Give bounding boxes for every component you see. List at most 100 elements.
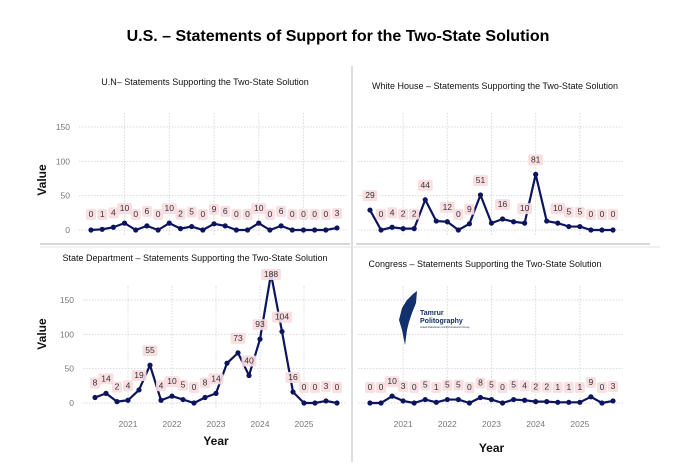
- data-label: 0: [600, 382, 605, 392]
- data-label: 9: [589, 377, 594, 387]
- y-tick-label: 100: [56, 156, 70, 166]
- data-label-bg: [442, 379, 453, 391]
- data-label-bg: [362, 190, 378, 202]
- data-label-bg: [189, 382, 199, 393]
- data-point: [588, 227, 594, 233]
- data-label-bg: [123, 380, 133, 392]
- data-point: [367, 207, 373, 213]
- data-label: 5: [577, 207, 582, 217]
- data-label: 2: [115, 382, 120, 392]
- data-point: [211, 221, 217, 227]
- data-point: [88, 227, 94, 233]
- data-point: [566, 223, 572, 230]
- data-label-bg: [130, 209, 141, 220]
- data-label: 0: [312, 209, 317, 219]
- data-point: [191, 400, 197, 406]
- data-point: [213, 390, 219, 396]
- data-label: 0: [335, 382, 340, 392]
- data-label-bg: [220, 205, 231, 217]
- data-point: [510, 219, 517, 225]
- data-label-bg: [97, 209, 108, 220]
- data-point: [522, 220, 528, 226]
- data-label-bg: [596, 382, 607, 393]
- data-label: 19: [134, 370, 144, 380]
- data-point: [422, 396, 428, 403]
- data-label-bg: [508, 379, 519, 391]
- data-label-bg: [98, 373, 114, 385]
- data-label: 55: [145, 345, 155, 355]
- data-point: [312, 400, 318, 406]
- logo-subtitle: Israeli-Palestinian Conflict Research Gr…: [420, 325, 470, 329]
- data-point: [334, 225, 340, 231]
- data-label-bg: [398, 208, 409, 220]
- data-label: 5: [456, 380, 461, 390]
- logo-line1: Tamrur: [420, 310, 444, 317]
- data-label: 4: [126, 380, 131, 390]
- data-point: [244, 227, 251, 233]
- data-point: [180, 396, 186, 403]
- data-point: [323, 227, 329, 233]
- data-label: 8: [478, 378, 483, 388]
- data-label-bg: [175, 208, 186, 220]
- data-label-bg: [528, 154, 544, 166]
- x-tick-label: 2022: [438, 419, 457, 429]
- data-label: 0: [611, 209, 616, 219]
- data-label: 0: [290, 209, 295, 219]
- data-point: [323, 398, 329, 404]
- data-point: [610, 227, 616, 233]
- data-label: 3: [335, 208, 340, 218]
- data-point: [246, 372, 252, 379]
- data-label: 16: [498, 199, 508, 209]
- data-label-bg: [365, 382, 375, 393]
- data-point: [477, 394, 484, 401]
- data-label: 0: [323, 209, 328, 219]
- data-label: 0: [600, 209, 605, 219]
- data-label: 6: [145, 206, 150, 216]
- data-label: 0: [302, 382, 307, 392]
- data-point: [312, 227, 318, 233]
- x-tick-label: 2025: [570, 419, 589, 429]
- data-label: 2: [178, 209, 183, 219]
- data-label-bg: [398, 380, 409, 392]
- data-point: [499, 400, 506, 406]
- data-point: [92, 394, 98, 401]
- data-label: 44: [420, 180, 430, 190]
- y-tick-label: 50: [61, 191, 71, 201]
- data-label-bg: [409, 382, 420, 393]
- x-tick-label: 2022: [163, 419, 182, 429]
- data-point: [367, 400, 373, 406]
- data-point: [99, 226, 105, 232]
- data-label-bg: [153, 209, 164, 220]
- map-of-israel-icon: [399, 291, 417, 345]
- data-label-bg: [574, 206, 585, 218]
- data-label: 4: [522, 380, 527, 390]
- data-label: 0: [234, 209, 239, 219]
- data-point: [103, 390, 109, 396]
- data-point: [289, 227, 295, 233]
- data-point: [599, 400, 605, 406]
- y-tick-label: 150: [60, 295, 74, 305]
- data-point: [433, 218, 439, 224]
- data-label-bg: [541, 381, 552, 393]
- data-label-bg: [585, 209, 596, 220]
- data-label: 1: [566, 382, 571, 392]
- data-label-bg: [242, 209, 253, 220]
- data-label: 9: [212, 204, 217, 214]
- x-tick-label: 2021: [119, 419, 138, 429]
- data-point: [422, 197, 428, 203]
- data-label-bg: [241, 355, 257, 367]
- chart-panel-2: State Department – Statements Supporting…: [35, 253, 347, 448]
- data-label: 1: [577, 382, 582, 392]
- data-label-bg: [112, 381, 122, 393]
- data-label-bg: [453, 209, 464, 220]
- data-label-bg: [475, 377, 486, 389]
- data-label: 14: [101, 373, 111, 383]
- data-label-bg: [264, 209, 275, 220]
- data-point: [166, 220, 172, 226]
- data-label: 10: [167, 376, 177, 386]
- data-label-bg: [417, 179, 433, 191]
- data-label-bg: [486, 379, 497, 391]
